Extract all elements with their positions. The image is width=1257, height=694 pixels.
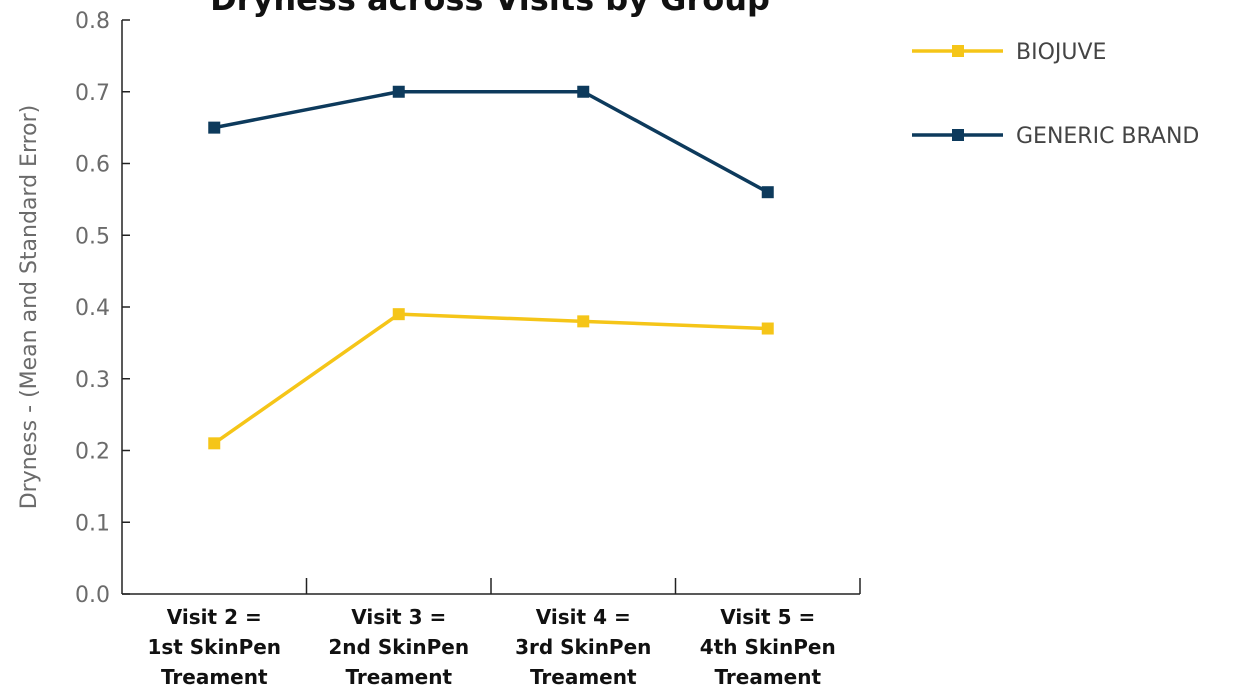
legend-marker xyxy=(952,45,964,57)
data-point xyxy=(208,437,221,450)
series-line xyxy=(213,312,768,445)
y-tick-label: 0.4 xyxy=(75,296,110,321)
y-tick-label: 0.0 xyxy=(75,583,110,608)
x-tick-label: Visit 2 = 1st SkinPen Treament xyxy=(147,605,281,689)
x-axis: Visit 2 = 1st SkinPen Treament Visit 3 = 2nd… xyxy=(122,578,861,689)
legend-item: GENERIC BRAND xyxy=(912,124,1199,149)
y-tick-label: 0.5 xyxy=(75,224,110,249)
data-point xyxy=(208,121,221,134)
series-layer xyxy=(208,85,774,450)
y-tick-label: 0.8 xyxy=(75,9,110,34)
chart-title: Dryness across Visits by Group xyxy=(210,0,770,18)
y-axis: 0.0 0.1 0.2 0.3 0.4 0.5 0.6 0.7 0.8 xyxy=(75,9,130,608)
data-point xyxy=(761,322,774,335)
y-tick-label: 0.3 xyxy=(75,368,110,393)
legend-label: GENERIC BRAND xyxy=(1016,124,1199,149)
data-point xyxy=(392,85,405,98)
data-point xyxy=(392,308,405,321)
series-biojuve xyxy=(208,308,774,450)
y-tick-label: 0.7 xyxy=(75,81,110,106)
y-tick-label: 0.1 xyxy=(75,511,110,536)
data-point xyxy=(577,85,590,98)
y-axis-title: Dryness - (Mean and Standard Error) xyxy=(17,105,42,510)
legend-label: BIOJUVE xyxy=(1016,40,1106,65)
x-tick-label: Visit 4 = 3rd SkinPen Treament xyxy=(515,605,651,689)
data-point xyxy=(577,315,590,328)
legend: BIOJUVE GENERIC BRAND xyxy=(912,40,1199,149)
y-tick-label: 0.6 xyxy=(75,153,110,178)
series-line xyxy=(213,90,769,194)
series-generic-brand xyxy=(208,85,774,199)
legend-marker xyxy=(952,129,964,141)
y-tick-label: 0.2 xyxy=(75,440,110,465)
x-tick-label: Visit 5 = 4th SkinPen Treament xyxy=(700,605,836,689)
legend-item: BIOJUVE xyxy=(912,40,1106,65)
data-point xyxy=(761,186,774,199)
x-tick-label: Visit 3 = 2nd SkinPen Treament xyxy=(328,605,469,689)
